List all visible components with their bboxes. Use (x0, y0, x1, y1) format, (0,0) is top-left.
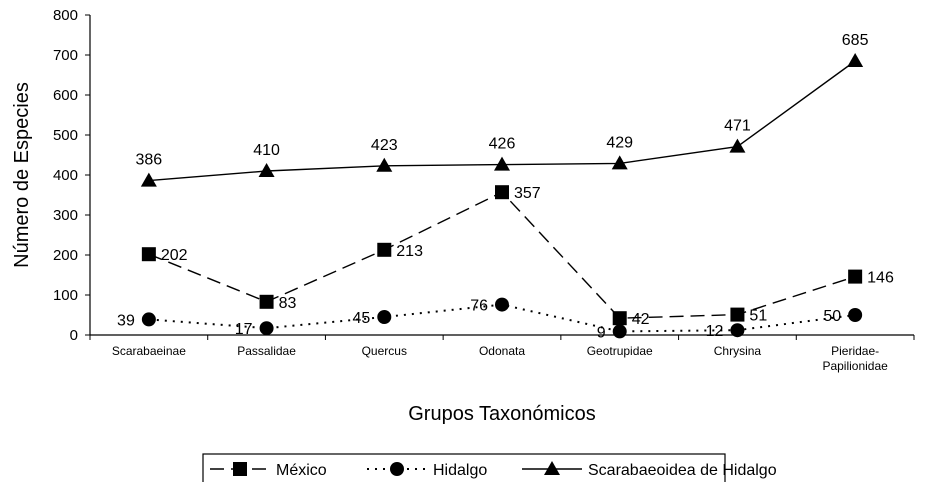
marker-scarabaeoidea-de-hidalgo (258, 163, 275, 177)
marker-hidalgo (377, 310, 392, 324)
data-label-scarabaeoidea-de-hidalgo: 386 (136, 152, 163, 169)
marker-hidalgo (848, 308, 863, 322)
x-axis-title: Grupos Taxonómicos (408, 403, 596, 425)
data-label-hidalgo: 17 (235, 321, 253, 338)
marker-scarabaeoidea-de-hidalgo (729, 138, 746, 153)
data-label-scarabaeoidea-de-hidalgo: 685 (842, 32, 869, 49)
marker-mexico (495, 185, 509, 200)
y-tick-label: 500 (53, 127, 78, 144)
data-label-hidalgo: 50 (823, 308, 841, 325)
marker-hidalgo (141, 312, 156, 327)
data-label-mexico: 51 (749, 308, 767, 325)
series-mexico (141, 185, 863, 326)
legend-label: México (276, 462, 327, 479)
marker-hidalgo (259, 321, 274, 336)
y-tick-label: 600 (53, 87, 78, 104)
data-label-scarabaeoidea-de-hidalgo: 410 (253, 142, 280, 159)
data-label-scarabaeoidea-de-hidalgo: 426 (489, 136, 516, 153)
legend-label: Hidalgo (433, 462, 487, 479)
data-label-scarabaeoidea-de-hidalgo: 423 (371, 137, 398, 154)
x-tick-label: Passalidae (237, 344, 296, 358)
y-tick-label: 0 (70, 327, 78, 344)
y-tick-label: 400 (53, 167, 78, 184)
x-tick-label: Scarabaeinae (112, 344, 186, 358)
marker-hidalgo (495, 297, 509, 312)
marker-mexico (848, 269, 863, 284)
x-tick-label: Pieridae-Papilionidae (822, 344, 888, 373)
x-tick-label: Quercus (362, 344, 407, 358)
data-label-hidalgo: 39 (117, 312, 135, 329)
data-label-scarabaeoidea-de-hidalgo: 429 (606, 134, 633, 151)
y-tick-label: 800 (53, 7, 78, 24)
marker-hidalgo (730, 323, 745, 338)
marker-scarabaeoidea-de-hidalgo (847, 53, 864, 67)
x-axis-ticks: Scarabaeinae Passalidae Quercus Odonata Geot… (89, 335, 915, 373)
marker-scarabaeoidea-de-hidalgo (140, 172, 157, 187)
legend-label: Scarabaeoidea de Hidalgo (588, 462, 777, 479)
x-tick-label: Geotrupidae (587, 344, 653, 358)
series-scarabaeoidea-de-hidalgo (140, 53, 864, 187)
marker-mexico (141, 247, 156, 262)
y-axis-ticks: 0 100 200 300 400 500 600 700 800 (53, 7, 90, 344)
marker-hidalgo (612, 324, 627, 339)
y-tick-label: 200 (53, 247, 78, 264)
legend-marker (390, 462, 404, 476)
marker-scarabaeoidea-de-hidalgo (611, 155, 628, 170)
data-label-hidalgo: 45 (352, 310, 370, 327)
y-axis-title: Número de Especies (11, 82, 33, 268)
data-label-mexico: 146 (867, 270, 894, 287)
y-tick-label: 300 (53, 207, 78, 224)
marker-scarabaeoidea-de-hidalgo (376, 157, 393, 172)
data-label-hidalgo: 76 (470, 298, 488, 315)
series-group (140, 53, 864, 339)
marker-mexico (730, 307, 745, 322)
data-label-mexico: 202 (161, 247, 188, 264)
data-label-mexico: 357 (514, 185, 541, 202)
legend-item-scarabaeoidea-de-hidalgo: Scarabaeoidea de Hidalgo (522, 461, 777, 479)
data-label-mexico: 83 (279, 295, 297, 312)
data-label-hidalgo: 12 (706, 323, 724, 340)
legend: México Hidalgo Scarabaeoidea de Hidalgo (202, 453, 777, 482)
x-tick-label: Chrysina (714, 344, 762, 358)
marker-scarabaeoidea-de-hidalgo (494, 156, 510, 171)
marker-mexico (259, 294, 274, 309)
legend-item-hidalgo: Hidalgo (367, 462, 487, 479)
data-label-mexico: 42 (632, 311, 650, 328)
data-label-hidalgo: 9 (597, 324, 606, 341)
marker-mexico (612, 311, 627, 326)
y-tick-label: 100 (53, 287, 78, 304)
y-tick-label: 700 (53, 47, 78, 64)
x-tick-label: Odonata (479, 344, 525, 358)
data-label-scarabaeoidea-de-hidalgo: 471 (724, 118, 751, 135)
series-hidalgo (141, 297, 863, 339)
marker-mexico (377, 242, 392, 257)
legend-marker (544, 461, 560, 475)
legend-marker (233, 462, 247, 476)
data-label-mexico: 213 (396, 243, 423, 260)
legend-box (202, 453, 726, 482)
data-labels: 202 83 213 357 42 51 146 39 17 45 76 9 12 50 386 410 423… (117, 32, 894, 341)
legend-item-mexico: México (210, 462, 327, 479)
